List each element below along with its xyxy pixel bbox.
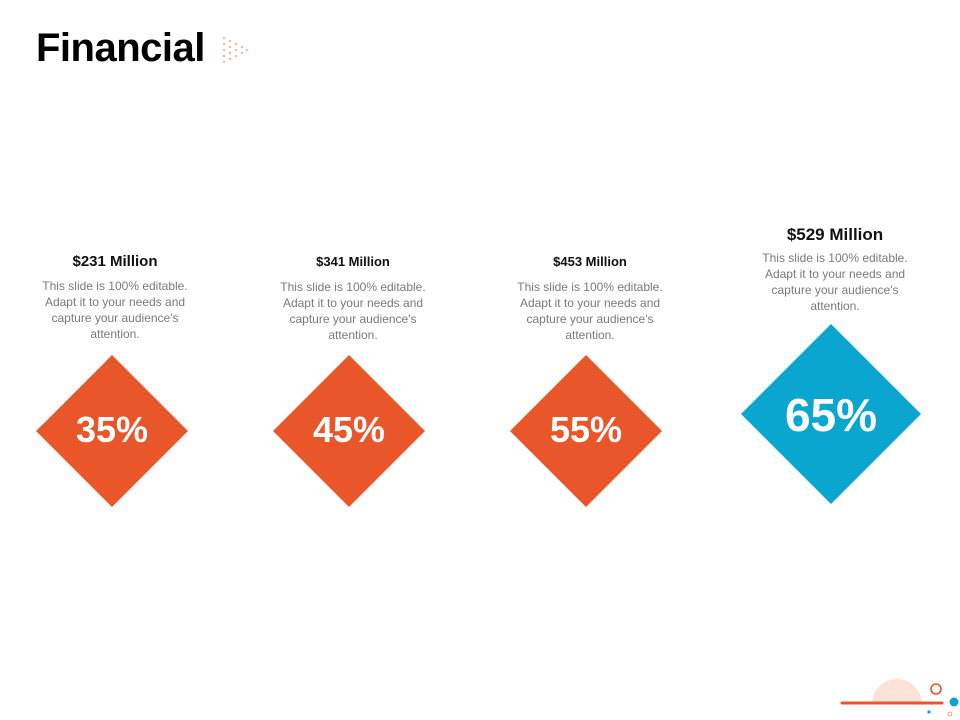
card-3-diamond: 55% xyxy=(508,353,664,509)
card-3-text: $453 Million This slide is 100% editable… xyxy=(500,254,680,343)
card-2-description: This slide is 100% editable. Adapt it to… xyxy=(280,279,426,342)
card-3-diamond-shape xyxy=(510,355,662,507)
card-1-text: $231 Million This slide is 100% editable… xyxy=(25,253,205,342)
card-4-diamond-shape xyxy=(741,324,921,504)
card-2-percent: 45% xyxy=(312,409,386,450)
card-4-amount: $529 Million xyxy=(786,225,884,244)
card-4-percent: 65% xyxy=(784,389,878,441)
card-3-percent: 55% xyxy=(549,409,623,450)
card-1-amount: $231 Million xyxy=(72,253,158,270)
card-3-description: This slide is 100% editable. Adapt it to… xyxy=(517,279,663,342)
card-4-diamond: 65% xyxy=(739,322,923,506)
card-2-diamond-shape xyxy=(273,355,425,507)
card-1-diamond-shape xyxy=(36,355,188,507)
card-2-text: $341 Million This slide is 100% editable… xyxy=(263,254,443,343)
slide-title: Financial xyxy=(36,26,205,70)
card-1-description: This slide is 100% editable. Adapt it to… xyxy=(42,279,188,341)
dotted-arrow-decoration xyxy=(222,36,249,64)
card-4-description: This slide is 100% editable. Adapt it to… xyxy=(762,251,908,314)
card-4-text: $529 Million This slide is 100% editable… xyxy=(745,225,925,314)
card-2-amount: $341 Million xyxy=(316,254,390,269)
card-1-percent: 35% xyxy=(75,409,149,450)
footer-decoration xyxy=(840,679,959,717)
card-2-diamond: 45% xyxy=(271,353,427,509)
card-1-diamond: 35% xyxy=(34,353,190,509)
card-3-amount: $453 Million xyxy=(553,254,627,269)
